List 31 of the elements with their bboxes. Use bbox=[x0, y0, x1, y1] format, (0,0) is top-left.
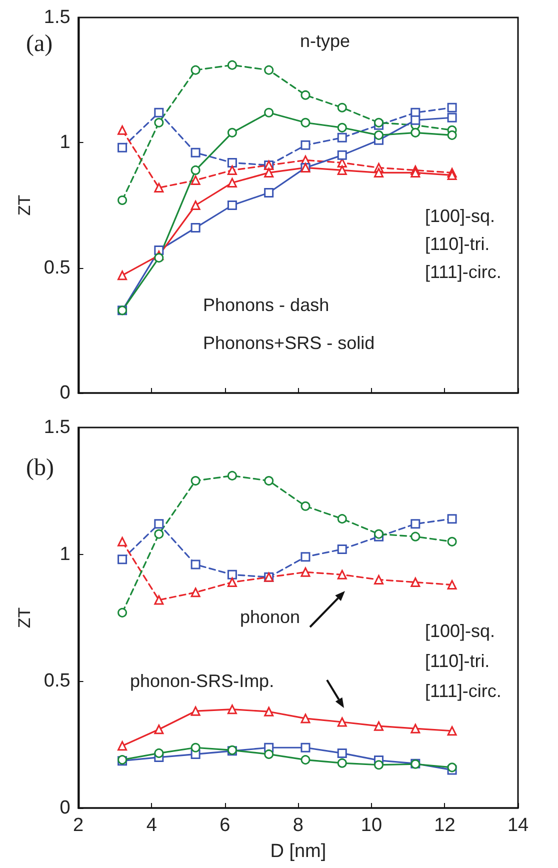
y-tick-label: 1.5 bbox=[44, 7, 70, 28]
y-tick-label: 1 bbox=[60, 544, 70, 565]
annotation: Phonons - dash bbox=[203, 295, 330, 315]
x-tick-label: 6 bbox=[220, 815, 230, 836]
annotation: [111]-circ. bbox=[425, 681, 502, 701]
annotation: phonon bbox=[240, 607, 300, 627]
annotation: [110]-tri. bbox=[425, 234, 490, 254]
x-axis-title: D [nm] bbox=[270, 841, 326, 862]
annotation: Phonons+SRS - solid bbox=[203, 333, 375, 353]
y-tick-label: 1 bbox=[60, 132, 70, 154]
y-tick-label: 0 bbox=[60, 382, 70, 404]
x-tick-label: 10 bbox=[360, 815, 382, 836]
y-axis-title: ZT bbox=[15, 607, 34, 628]
x-tick-label: 8 bbox=[292, 815, 304, 836]
text: n-type bbox=[300, 31, 350, 51]
annotation: [100]-sq. bbox=[425, 206, 496, 226]
annotation: phonon-SRS-Imp. bbox=[130, 671, 274, 691]
y-tick-label: 0.5 bbox=[44, 670, 70, 692]
y-tick-label: 0 bbox=[60, 798, 70, 818]
y-axis-title: ZT bbox=[15, 194, 34, 216]
x-tick-label: 4 bbox=[146, 815, 158, 836]
x-tick-label: 2 bbox=[73, 815, 84, 836]
x-tick-label: 14 bbox=[507, 815, 529, 836]
y-tick-label: 1.5 bbox=[44, 417, 70, 438]
annotation: [100]-sq. bbox=[425, 621, 496, 641]
y-tick-label: 0.5 bbox=[44, 257, 70, 278]
x-tick-label: 12 bbox=[434, 815, 456, 836]
annotation: [110]-tri. bbox=[425, 651, 490, 671]
annotation: [111]-circ. bbox=[425, 262, 502, 282]
text: (b) bbox=[26, 455, 54, 481]
text: (a) bbox=[26, 31, 53, 57]
